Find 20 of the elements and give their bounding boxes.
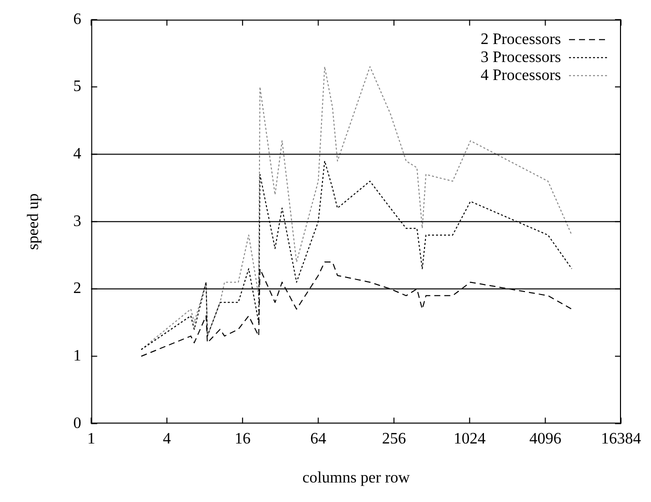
x-tick-label: 64 [310,430,326,448]
y-tick-label: 1 [73,347,82,364]
legend-label: 3 Processors [480,48,561,66]
x-tick-label: 4 [162,430,171,448]
x-tick-label: 1024 [454,430,486,448]
y-tick-label: 0 [73,414,82,432]
legend-label: 4 Processors [480,66,561,84]
x-tick-label: 4096 [529,430,562,448]
y-tick-label: 2 [73,280,82,298]
x-tick-label: 16 [234,430,251,448]
x-axis-title: columns per row [302,470,410,487]
y-axis-title: speed up [24,193,42,250]
x-tick-label: 1 [87,430,96,448]
y-tick-label: 4 [73,145,82,162]
y-tick-label: 3 [73,212,82,230]
y-tick-label: 5 [73,78,82,96]
y-tick-label: 6 [73,10,82,28]
x-tick-label: 256 [382,430,406,448]
legend-label: 2 Processors [480,30,561,48]
x-tick-label: 16384 [601,430,641,448]
